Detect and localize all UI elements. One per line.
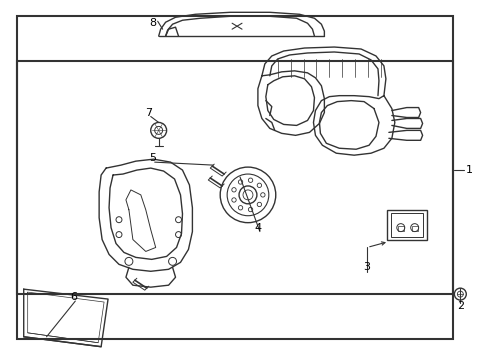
Bar bbox=[17, 61, 453, 339]
Text: 6: 6 bbox=[70, 292, 77, 302]
Bar bbox=[387, 210, 427, 239]
Text: 3: 3 bbox=[364, 262, 370, 272]
Bar bbox=[398, 226, 404, 231]
Text: 7: 7 bbox=[145, 108, 152, 117]
Bar bbox=[17, 16, 453, 294]
Text: 5: 5 bbox=[149, 153, 156, 163]
Text: 1: 1 bbox=[466, 165, 473, 175]
Text: 2: 2 bbox=[457, 301, 464, 311]
Text: 8: 8 bbox=[149, 18, 156, 28]
Bar bbox=[391, 213, 422, 237]
Text: 4: 4 bbox=[254, 222, 262, 233]
Bar bbox=[412, 226, 417, 231]
